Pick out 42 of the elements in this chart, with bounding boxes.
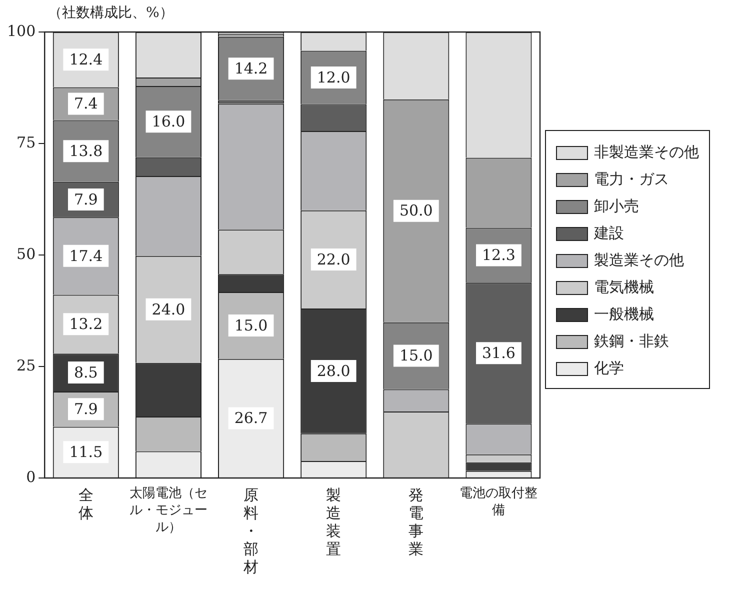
- data-label: 26.7: [234, 409, 268, 428]
- legend-label: 電力・ガス: [594, 170, 669, 189]
- data-label: 11.5: [69, 442, 103, 461]
- data-label: 12.4: [69, 50, 103, 69]
- legend-label: 電気機械: [594, 278, 654, 297]
- legend-label: 非製造業その他: [594, 143, 699, 162]
- data-label: 28.0: [316, 362, 350, 380]
- data-label: 24.0: [152, 300, 186, 318]
- data-label: 8.5: [74, 363, 98, 382]
- legend-label: 卸小売: [594, 197, 639, 216]
- y-tick-label: 0: [26, 468, 36, 486]
- x-tick-label: 全体: [78, 486, 94, 522]
- x-tick-label: 製造装置: [326, 486, 342, 558]
- legend-label: 一般機械: [594, 305, 654, 324]
- y-tick-label: 100: [6, 22, 36, 40]
- legend-label: 製造業その他: [594, 251, 684, 270]
- data-label: 13.8: [69, 142, 103, 160]
- data-label: 7.9: [74, 400, 98, 418]
- data-label: 16.0: [152, 112, 186, 131]
- legend-label: 鉄鋼・非鉄: [594, 332, 669, 351]
- y-tick-label: 50: [16, 244, 36, 263]
- y-axis-title: （社数構成比、%）: [48, 4, 174, 22]
- data-label: 12.0: [316, 68, 350, 86]
- legend-label: 化学: [594, 359, 624, 378]
- data-label: 15.0: [234, 316, 268, 334]
- data-label: 17.4: [69, 246, 103, 265]
- x-tick-label: 発電事業: [408, 486, 424, 558]
- x-tick-label: 太陽電池（セル・モジュール）: [128, 486, 208, 537]
- data-label: 12.3: [482, 246, 516, 264]
- x-tick-label: 電池の取付整備: [458, 486, 539, 520]
- data-label: 31.6: [482, 344, 516, 362]
- data-label: 7.4: [74, 94, 98, 113]
- data-label: 15.0: [399, 346, 433, 365]
- legend-label: 建設: [594, 224, 624, 243]
- x-tick-label: 原料・部材: [244, 486, 259, 576]
- data-label: 7.9: [74, 190, 98, 208]
- data-label: 22.0: [316, 250, 350, 268]
- data-label: 14.2: [234, 59, 268, 78]
- data-label: 50.0: [399, 202, 433, 220]
- data-label: 13.2: [69, 315, 103, 334]
- y-tick-label: 75: [16, 133, 36, 152]
- y-tick-label: 25: [16, 356, 36, 374]
